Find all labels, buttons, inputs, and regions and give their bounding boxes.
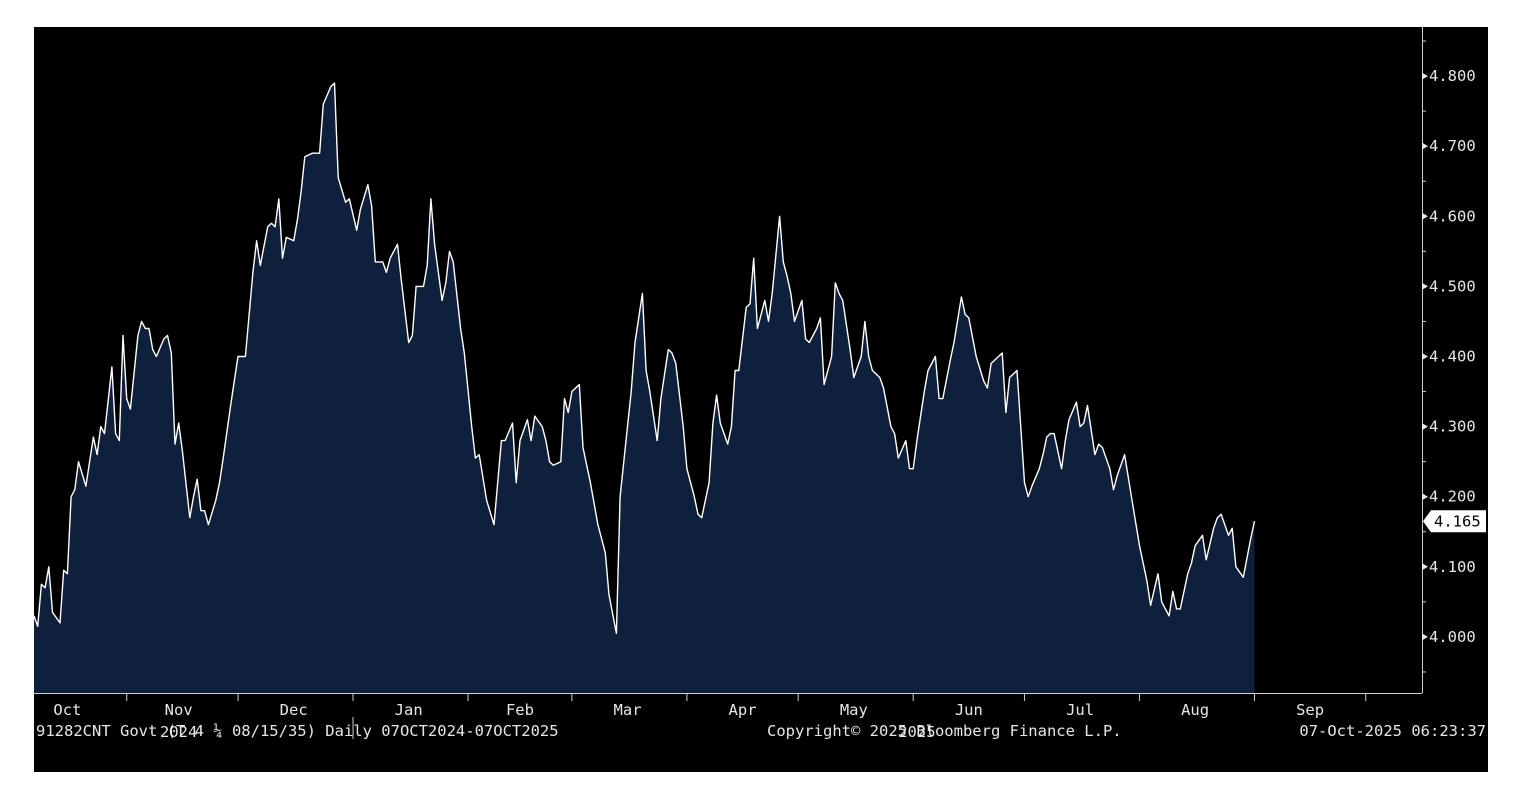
price-chart: 4.000 4.100 4.200 4.300 4.400 4.500 4.600 4.700…	[34, 27, 1486, 741]
x-tick-label: Dec	[280, 701, 308, 719]
chart-panel: 4.000 4.100 4.200 4.300 4.400 4.500 4.600 4.700…	[34, 27, 1488, 772]
y-tick-label: 4.800	[1429, 67, 1476, 85]
y-tick-label: 4.200	[1429, 488, 1476, 506]
security-description: 91282CNT Govt (T 4 ¼ 08/15/35) Daily 07O…	[36, 722, 559, 740]
x-tick-label: Jul	[1066, 701, 1094, 719]
x-tick-label: Aug	[1181, 701, 1209, 719]
x-tick-label: Oct	[53, 701, 81, 719]
y-tick-mark	[1422, 563, 1428, 571]
y-tick-mark	[1422, 493, 1428, 501]
y-tick-mark	[1422, 633, 1428, 641]
y-tick-mark	[1422, 282, 1428, 290]
last-value-badge	[1423, 510, 1486, 533]
year-label: 2025	[898, 723, 935, 741]
last-value-label: 4.165	[1434, 513, 1481, 531]
y-tick-label: 4.700	[1429, 137, 1476, 155]
y-tick-mark	[1422, 423, 1428, 431]
y-tick-label: 4.100	[1429, 558, 1476, 576]
x-tick-label: Mar	[614, 701, 642, 719]
x-tick-label: Jun	[955, 701, 983, 719]
y-tick-mark	[1422, 72, 1428, 80]
y-tick-label: 4.300	[1429, 418, 1476, 436]
y-tick-mark	[1422, 142, 1428, 150]
timestamp-text: 07-Oct-2025 06:23:37	[1299, 722, 1486, 740]
year-label: 2024	[160, 723, 197, 741]
y-tick-mark	[1422, 352, 1428, 360]
y-tick-label: 4.600	[1429, 207, 1476, 225]
y-tick-mark	[1422, 212, 1428, 220]
y-tick-label: 4.500	[1429, 277, 1476, 295]
copyright-text: Copyright© 2025 Bloomberg Finance L.P.	[767, 722, 1122, 740]
y-tick-label: 4.400	[1429, 347, 1476, 365]
series-area	[34, 83, 1255, 694]
x-tick-label: Jan	[395, 701, 423, 719]
x-tick-label: Apr	[729, 701, 757, 719]
x-tick-label: Feb	[506, 701, 534, 719]
x-tick-label: Nov	[165, 701, 193, 719]
x-tick-label: Sep	[1296, 701, 1324, 719]
y-tick-label: 4.000	[1429, 628, 1476, 646]
series-line	[34, 82, 1256, 635]
x-tick-label: May	[840, 701, 868, 719]
